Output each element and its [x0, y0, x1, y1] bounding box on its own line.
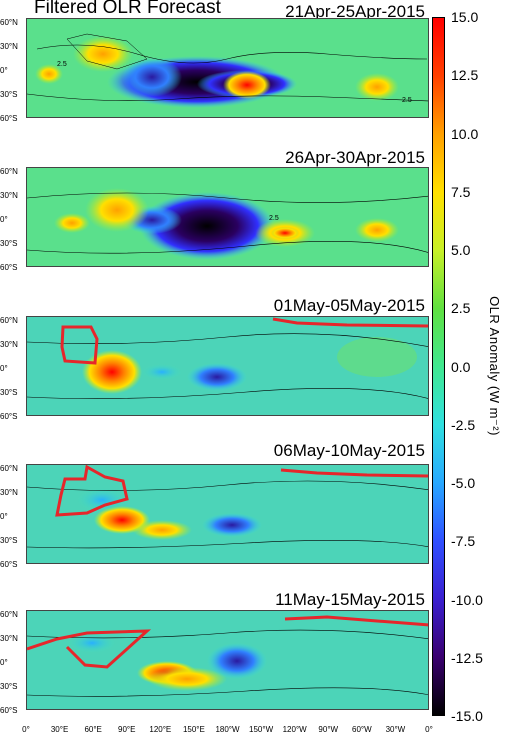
lon-label: 30°E	[50, 725, 69, 734]
colorbar-tick-label: -2.5	[451, 416, 476, 433]
panel-date-2: 26Apr-30Apr-2015	[285, 148, 425, 167]
panel-date-5: 11May-15May-2015	[275, 590, 425, 609]
lat-label: 30°N	[0, 488, 18, 497]
lon-label: 0°	[425, 725, 433, 734]
highlight-region	[60, 325, 99, 365]
lon-label: 150°E	[182, 725, 205, 734]
lon-label: 0°	[22, 725, 30, 734]
lon-label: 90°E	[118, 725, 136, 734]
lat-label: 0°	[0, 215, 8, 224]
lat-label: 60°S	[0, 412, 18, 421]
svg-text:2.5: 2.5	[269, 215, 279, 222]
colorbar-tick-label: -10.0	[451, 591, 483, 608]
lat-label: 60°S	[0, 560, 18, 569]
chart-title: Filtered OLR Forecast	[34, 0, 221, 18]
lat-label: 60°S	[0, 263, 18, 272]
lat-label: 30°N	[0, 191, 18, 200]
lat-label: 60°N	[0, 167, 18, 176]
svg-text:2.5: 2.5	[402, 97, 412, 104]
lon-label: 90°W	[318, 725, 339, 734]
lat-label: 60°N	[0, 464, 18, 473]
lat-label: 30°S	[0, 682, 18, 691]
colorbar-tick-label: 5.0	[451, 242, 471, 258]
map-panel-4	[26, 464, 429, 564]
map-panel-5	[26, 610, 429, 710]
lat-label: 30°N	[0, 634, 18, 643]
lat-label: 30°S	[0, 90, 18, 99]
panel-date-3: 01May-05May-2015	[273, 296, 425, 315]
lat-label: 0°	[0, 364, 8, 373]
lon-label: 60°E	[84, 725, 102, 734]
colorbar-tick-label: 10.0	[451, 125, 479, 142]
colorbar-tick-label: -5.0	[451, 475, 476, 491]
lat-label: 0°	[0, 658, 8, 667]
colorbar-tick-label: -15.0	[451, 708, 483, 724]
colorbar-tick-label: 15.0	[451, 9, 479, 25]
colorbar-label: OLR Anomaly (W m⁻²)	[487, 296, 502, 436]
map-panel-1: 2.5 2.5	[26, 18, 429, 118]
lon-label: 150°W	[249, 725, 274, 734]
panel-date-4: 06May-10May-2015	[273, 441, 425, 460]
lat-label: 60°N	[0, 18, 18, 27]
lat-label: 30°S	[0, 536, 18, 545]
lat-label: 60°N	[0, 316, 18, 325]
colorbar-tick-label: -12.5	[451, 649, 483, 666]
panel-date-1: 21Apr-25Apr-2015	[285, 2, 425, 21]
lon-label: 60°W	[352, 725, 372, 734]
lat-label: 30°S	[0, 388, 18, 397]
lat-label: 30°N	[0, 340, 18, 349]
lat-label: 60°S	[0, 114, 18, 123]
lon-label: 120°W	[282, 725, 307, 734]
lon-label: 30°W	[385, 725, 406, 734]
lat-label: 60°S	[0, 706, 18, 715]
lon-label: 120°E	[149, 725, 172, 734]
colorbar-tick-label: 2.5	[451, 300, 471, 317]
colorbar-tick-label: 12.5	[451, 67, 479, 84]
lat-label: 60°N	[0, 610, 18, 619]
lat-label: 0°	[0, 66, 8, 75]
colorbar-tick-label: -7.5	[451, 533, 476, 550]
lat-label: 30°S	[0, 239, 18, 248]
lon-label: 180°W	[215, 725, 240, 734]
colorbar-tick-label: 0.0	[451, 358, 471, 375]
colorbar	[432, 17, 445, 716]
map-panel-2: 2.5	[26, 167, 429, 267]
lat-label: 0°	[0, 512, 8, 521]
map-panel-3	[26, 316, 429, 416]
colorbar-tick-label: 7.5	[451, 183, 471, 200]
svg-text:2.5: 2.5	[57, 61, 67, 68]
lat-label: 30°N	[0, 42, 18, 51]
